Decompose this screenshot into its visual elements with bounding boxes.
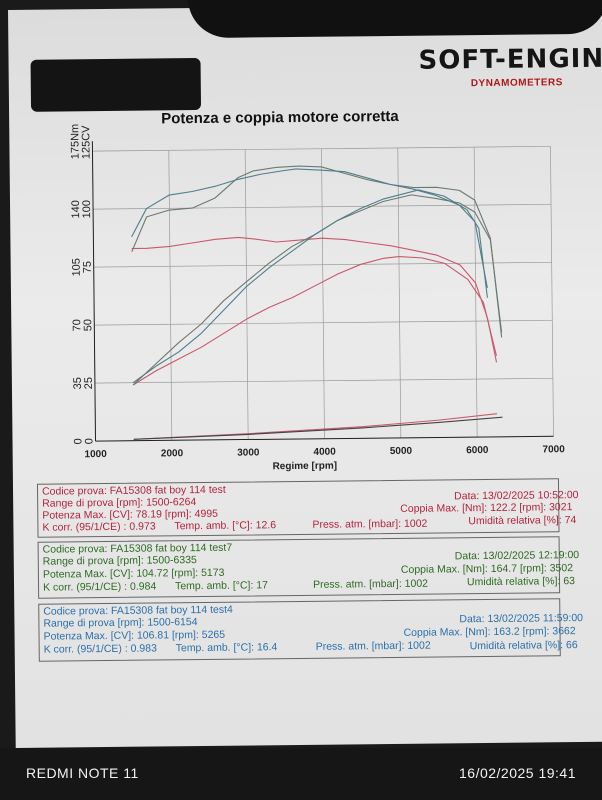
y-gridline xyxy=(93,203,552,210)
x-tick-label: 1000 xyxy=(84,449,107,460)
test-box-3: Codice prova: FA15308 fat boy 114 test4 … xyxy=(38,598,583,662)
x-gridline xyxy=(397,147,402,438)
x-axis-label: Regime [rpm] xyxy=(273,461,338,473)
x-tick-label: 5000 xyxy=(390,446,413,457)
y-axis xyxy=(91,141,97,442)
test-pressure: Press. atm. [mbar]: 1002 xyxy=(312,517,428,531)
test-temp: Temp. amb. [°C]: 17 xyxy=(174,579,269,593)
test-box-2: Codice prova: FA15308 fat boy 114 test7 … xyxy=(37,536,579,599)
chart-grid xyxy=(91,141,554,442)
dyno-sheet: SOFT-ENGINE DYNAMOMETERS Potenza e coppi… xyxy=(8,0,602,748)
x-gridline xyxy=(168,150,173,441)
y-power-tick-label: 25 xyxy=(83,377,95,389)
x-gridline xyxy=(473,147,478,438)
test-humidity: Umidità relativa [%]: 66 xyxy=(469,639,578,653)
test-pressure: Press. atm. [mbar]: 1002 xyxy=(312,577,429,591)
y-power-unit-label: 125CV xyxy=(80,125,92,159)
test-box-1: Codice prova: FA15308 fat boy 114 test D… xyxy=(36,478,579,538)
y-torque-tick-label: 0 xyxy=(72,438,84,444)
y-power-tick-label: 75 xyxy=(82,261,94,273)
y-power-tick-label: 50 xyxy=(82,319,94,331)
x-tick-label: 4000 xyxy=(313,447,336,458)
y-power-tick-label: 0 xyxy=(83,438,95,444)
x-tick-label: 6000 xyxy=(466,445,489,456)
x-tick-label: 7000 xyxy=(542,444,565,455)
test-date: Data: 13/02/2025 11:59:00 xyxy=(459,612,584,626)
power-curve xyxy=(132,255,497,386)
test-code: Codice prova: FA15308 fat boy 114 test xyxy=(41,483,226,498)
test-torque-max: Coppia Max. [Nm]: 164.7 [rpm]: 3502 xyxy=(400,562,574,576)
test-kcorr: K corr. (95/1/CE) : 0.984 xyxy=(42,580,157,594)
y-power-tick-label: 100 xyxy=(81,200,93,218)
y-torque-tick-label: 70 xyxy=(71,319,83,331)
camera-watermark-bar: REDMI NOTE 11 16/02/2025 19:41 xyxy=(0,748,602,800)
x-tick-label: 3000 xyxy=(237,447,260,458)
y-gridline xyxy=(93,261,552,268)
x-axis xyxy=(95,435,554,442)
test-temp: Temp. amb. [°C]: 16.4 xyxy=(175,641,278,655)
photo-datetime: 16/02/2025 19:41 xyxy=(459,765,576,781)
y-gridline xyxy=(94,377,553,384)
test-temp: Temp. amb. [°C]: 12.6 xyxy=(174,519,277,533)
y-torque-tick-label: 140 xyxy=(70,200,82,218)
test-kcorr: K corr. (95/1/CE) : 0.983 xyxy=(43,642,157,656)
y-torque-tick-label: 105 xyxy=(71,258,83,276)
device-label: REDMI NOTE 11 xyxy=(26,765,139,781)
power-curve xyxy=(132,189,488,384)
y-gridline xyxy=(94,319,553,326)
test-range: Range di prova [rpm]: 1500-6335 xyxy=(42,554,197,568)
torque-curve xyxy=(131,168,488,288)
x-gridline xyxy=(321,148,325,439)
x-tick-label: 2000 xyxy=(161,448,184,459)
test-power-max: Potenza Max. [CV]: 106.81 [rpm]: 5265 xyxy=(43,628,226,643)
y-gridline xyxy=(92,145,551,152)
torque-curve xyxy=(131,165,503,338)
test-code: Codice prova: FA15308 fat boy 114 test7 xyxy=(42,541,233,556)
test-humidity: Umidità relativa [%]: 74 xyxy=(468,514,577,528)
test-kcorr: K corr. (95/1/CE) : 0.973 xyxy=(42,520,156,534)
torque-curve xyxy=(131,236,498,363)
test-code: Codice prova: FA15308 fat boy 114 test4 xyxy=(43,603,233,618)
chart-series xyxy=(131,165,503,440)
x-gridline xyxy=(244,149,249,440)
loss-curve xyxy=(133,413,498,440)
y-torque-tick-label: 35 xyxy=(72,377,84,389)
test-humidity: Umidità relativa [%]: 63 xyxy=(466,575,576,589)
loss-curve xyxy=(133,416,503,440)
test-torque-max: Coppia Max. [Nm]: 122.2 [rpm]: 3021 xyxy=(400,501,573,515)
test-range: Range di prova [rpm]: 1500-6154 xyxy=(43,616,198,630)
power-curve xyxy=(132,194,503,386)
test-power-max: Potenza Max. [CV]: 104.72 [rpm]: 5173 xyxy=(42,566,225,581)
x-gridline xyxy=(550,146,554,437)
test-pressure: Press. atm. [mbar]: 1002 xyxy=(315,639,431,653)
test-date: Data: 13/02/2025 12:19:00 xyxy=(454,549,580,563)
y-torque-unit-label: 175Nm xyxy=(69,124,81,160)
test-torque-max: Coppia Max. [Nm]: 163.2 [rpm]: 3662 xyxy=(403,625,576,639)
